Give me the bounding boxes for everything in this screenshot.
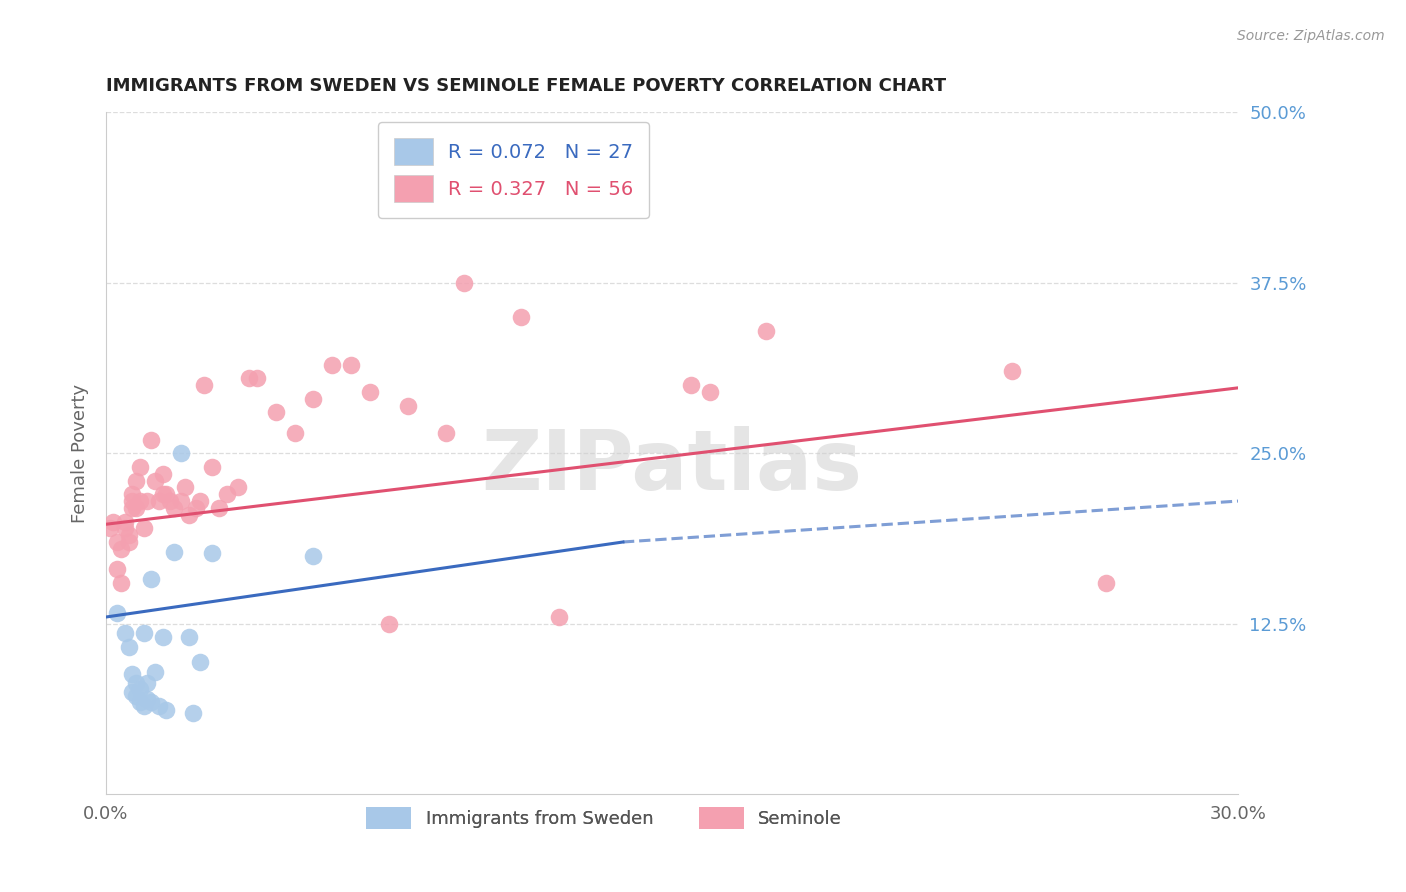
Point	[188, 494, 211, 508]
Point	[117, 535, 139, 549]
Point	[510, 310, 533, 324]
Point	[193, 378, 215, 392]
Point	[181, 706, 204, 720]
Point	[302, 392, 325, 406]
Point	[1095, 575, 1118, 590]
Point	[105, 535, 128, 549]
Point	[125, 474, 148, 488]
Point	[128, 695, 150, 709]
Point	[121, 500, 143, 515]
Point	[177, 631, 200, 645]
Text: Source: ZipAtlas.com: Source: ZipAtlas.com	[1237, 29, 1385, 43]
Point	[174, 480, 197, 494]
Point	[110, 575, 132, 590]
Point	[170, 446, 193, 460]
Point	[612, 180, 634, 194]
Point	[547, 610, 569, 624]
Point	[136, 691, 159, 706]
Point	[679, 378, 702, 392]
Point	[155, 487, 177, 501]
Point	[177, 508, 200, 522]
Point	[132, 626, 155, 640]
Point	[114, 515, 136, 529]
Point	[121, 487, 143, 501]
Point	[117, 528, 139, 542]
Point	[121, 494, 143, 508]
Point	[141, 433, 163, 447]
Point	[378, 616, 401, 631]
Point	[340, 358, 363, 372]
Point	[143, 474, 166, 488]
Point	[1001, 364, 1024, 378]
Point	[105, 606, 128, 620]
Point	[125, 689, 148, 703]
Point	[159, 494, 181, 508]
Point	[143, 665, 166, 679]
Legend: Immigrants from Sweden, Seminole: Immigrants from Sweden, Seminole	[359, 800, 849, 837]
Point	[114, 521, 136, 535]
Point	[114, 626, 136, 640]
Point	[98, 521, 121, 535]
Point	[264, 405, 287, 419]
Point	[121, 685, 143, 699]
Text: IMMIGRANTS FROM SWEDEN VS SEMINOLE FEMALE POVERTY CORRELATION CHART: IMMIGRANTS FROM SWEDEN VS SEMINOLE FEMAL…	[105, 78, 946, 95]
Point	[121, 667, 143, 681]
Point	[321, 358, 343, 372]
Point	[125, 675, 148, 690]
Point	[434, 425, 457, 440]
Point	[103, 515, 125, 529]
Point	[186, 500, 208, 515]
Point	[226, 480, 249, 494]
Point	[302, 549, 325, 563]
Point	[128, 494, 150, 508]
Point	[755, 324, 778, 338]
Point	[148, 698, 170, 713]
Text: ZIPatlas: ZIPatlas	[481, 426, 862, 508]
Point	[396, 399, 419, 413]
Point	[699, 384, 721, 399]
Point	[136, 675, 159, 690]
Point	[163, 544, 186, 558]
Point	[148, 494, 170, 508]
Point	[125, 500, 148, 515]
Point	[284, 425, 307, 440]
Point	[359, 384, 381, 399]
Point	[117, 640, 139, 654]
Point	[208, 500, 231, 515]
Point	[152, 631, 174, 645]
Point	[238, 371, 260, 385]
Point	[132, 521, 155, 535]
Point	[152, 467, 174, 481]
Point	[163, 500, 186, 515]
Point	[128, 460, 150, 475]
Point	[170, 494, 193, 508]
Point	[155, 703, 177, 717]
Point	[453, 276, 475, 290]
Y-axis label: Female Poverty: Female Poverty	[72, 384, 89, 523]
Point	[246, 371, 269, 385]
Point	[200, 546, 222, 560]
Point	[141, 572, 163, 586]
Point	[152, 487, 174, 501]
Point	[188, 655, 211, 669]
Point	[136, 494, 159, 508]
Point	[200, 460, 222, 475]
Point	[105, 562, 128, 576]
Point	[110, 541, 132, 556]
Point	[215, 487, 238, 501]
Point	[141, 695, 163, 709]
Point	[128, 682, 150, 697]
Point	[132, 698, 155, 713]
